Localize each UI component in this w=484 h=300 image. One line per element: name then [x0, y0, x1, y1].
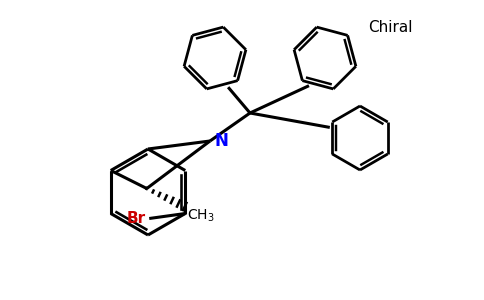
Text: N: N: [214, 132, 228, 150]
Text: Br: Br: [127, 211, 146, 226]
Text: CH$_3$: CH$_3$: [187, 208, 214, 224]
Text: Chiral: Chiral: [368, 20, 412, 35]
